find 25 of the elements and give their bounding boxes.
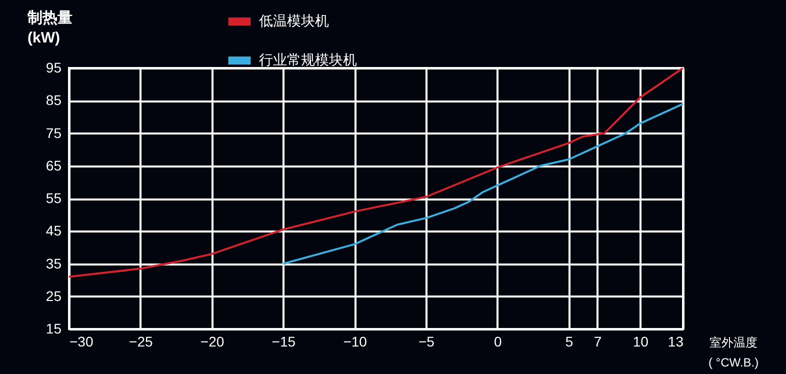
x-tick-label: −15 — [272, 334, 296, 350]
x-tick-label: 0 — [494, 334, 502, 350]
y-tick-label: 45 — [46, 222, 62, 239]
y-tick-label: 95 — [46, 60, 62, 76]
y-tick-label: 85 — [46, 92, 62, 108]
x-tick-label: −10 — [343, 334, 368, 350]
legend-label: 低温模块机 — [259, 12, 329, 28]
y-tick-label: 55 — [46, 190, 62, 206]
x-tick-label: 10 — [632, 334, 649, 350]
y-tick-label: 25 — [46, 288, 62, 304]
x-tick-label: −25 — [129, 334, 153, 350]
x-tick-label: 13 — [668, 334, 684, 350]
x-tick-label: −20 — [200, 334, 224, 350]
x-tick-label: −5 — [418, 334, 435, 350]
y-tick-label: 65 — [46, 157, 62, 174]
x-tick-label: 7 — [594, 334, 602, 350]
line-series — [282, 102, 683, 265]
y-tick-label: 35 — [46, 255, 62, 272]
x-tick-label: 5 — [565, 334, 574, 350]
y-tick-label: 15 — [46, 320, 62, 336]
legend-label: 行业常规模块机 — [259, 52, 357, 68]
x-axis-title: 室外温度 ( °CW.B.) — [708, 336, 759, 370]
y-axis-title: 制热量 (kW) — [26, 10, 72, 46]
y-tick-label: 75 — [46, 124, 62, 141]
x-tick-label: −30 — [70, 334, 94, 350]
